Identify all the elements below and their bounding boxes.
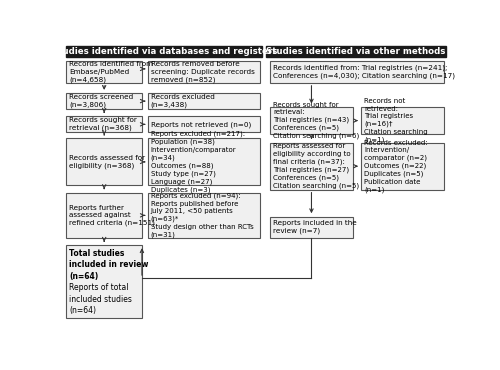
Text: Reports not retrieved (n=0): Reports not retrieved (n=0)	[151, 121, 251, 128]
Text: included in review: included in review	[70, 260, 149, 269]
Text: Records sought for
retrieval:
Trial registries (n=43)
Conferences (n=5)
Citation: Records sought for retrieval: Trial regi…	[273, 102, 359, 139]
FancyBboxPatch shape	[148, 192, 260, 238]
Text: Reports of total: Reports of total	[70, 283, 129, 292]
FancyBboxPatch shape	[148, 117, 260, 132]
Text: Records screened
(n=3,806): Records screened (n=3,806)	[70, 94, 134, 108]
FancyBboxPatch shape	[66, 138, 142, 185]
FancyBboxPatch shape	[66, 46, 262, 57]
FancyBboxPatch shape	[66, 117, 142, 132]
Text: Records identified from
Embase/PubMed
(n=4,658): Records identified from Embase/PubMed (n…	[70, 61, 154, 83]
FancyBboxPatch shape	[66, 245, 142, 318]
Text: Records removed before
screening: Duplicate records
removed (n=852): Records removed before screening: Duplic…	[151, 61, 254, 83]
FancyBboxPatch shape	[270, 107, 353, 134]
FancyBboxPatch shape	[270, 143, 353, 190]
Text: Records excluded:
Intervention/
comparator (n=2)
Outcomes (n=22)
Duplicates (n=5: Records excluded: Intervention/ comparat…	[364, 140, 428, 193]
Text: Reports further
assessed against
refined criteria (n=151): Reports further assessed against refined…	[70, 205, 156, 226]
Text: Records identified from: Trial registries (n=241);
Conferences (n=4,030); Citati: Records identified from: Trial registrie…	[273, 64, 455, 79]
Text: Records assessed for
eligibility (n=368): Records assessed for eligibility (n=368)	[70, 155, 146, 169]
Text: Reports assessed for
eligibility according to
final criteria (n=37):
Trial regis: Reports assessed for eligibility accordi…	[273, 144, 359, 189]
Text: Records not
retrieved:
Trial registries
(n=16)†
Citation searching
(n=1): Records not retrieved: Trial registries …	[364, 98, 428, 143]
FancyBboxPatch shape	[266, 46, 446, 57]
FancyBboxPatch shape	[361, 143, 444, 190]
FancyBboxPatch shape	[148, 61, 260, 83]
FancyBboxPatch shape	[148, 138, 260, 185]
FancyBboxPatch shape	[270, 61, 444, 83]
FancyBboxPatch shape	[361, 107, 444, 134]
Text: Reports excluded (n=217):
Population (n=38)
Intervention/comparator
(n=34)
Outco: Reports excluded (n=217): Population (n=…	[151, 131, 245, 193]
Text: Records sought for
retrieval (n=368): Records sought for retrieval (n=368)	[70, 117, 138, 131]
FancyBboxPatch shape	[66, 61, 142, 83]
FancyBboxPatch shape	[66, 192, 142, 238]
Text: Records excluded
(n=3,438): Records excluded (n=3,438)	[151, 94, 214, 108]
Text: Studies identified via other methods: Studies identified via other methods	[266, 47, 446, 56]
Text: Total studies: Total studies	[70, 249, 125, 258]
Text: included studies: included studies	[70, 295, 132, 304]
Text: (n=64): (n=64)	[70, 306, 96, 316]
Text: Reports excluded (n=94):
Reports published before
July 2011, <50 patients
(n=63): Reports excluded (n=94): Reports publish…	[151, 193, 254, 238]
Text: Studies identified via databases and registers: Studies identified via databases and reg…	[52, 47, 277, 56]
Text: Reports included in the
review (n=7): Reports included in the review (n=7)	[273, 221, 356, 235]
FancyBboxPatch shape	[148, 93, 260, 110]
Text: (n=64): (n=64)	[70, 272, 98, 281]
FancyBboxPatch shape	[270, 217, 353, 238]
FancyBboxPatch shape	[66, 93, 142, 110]
